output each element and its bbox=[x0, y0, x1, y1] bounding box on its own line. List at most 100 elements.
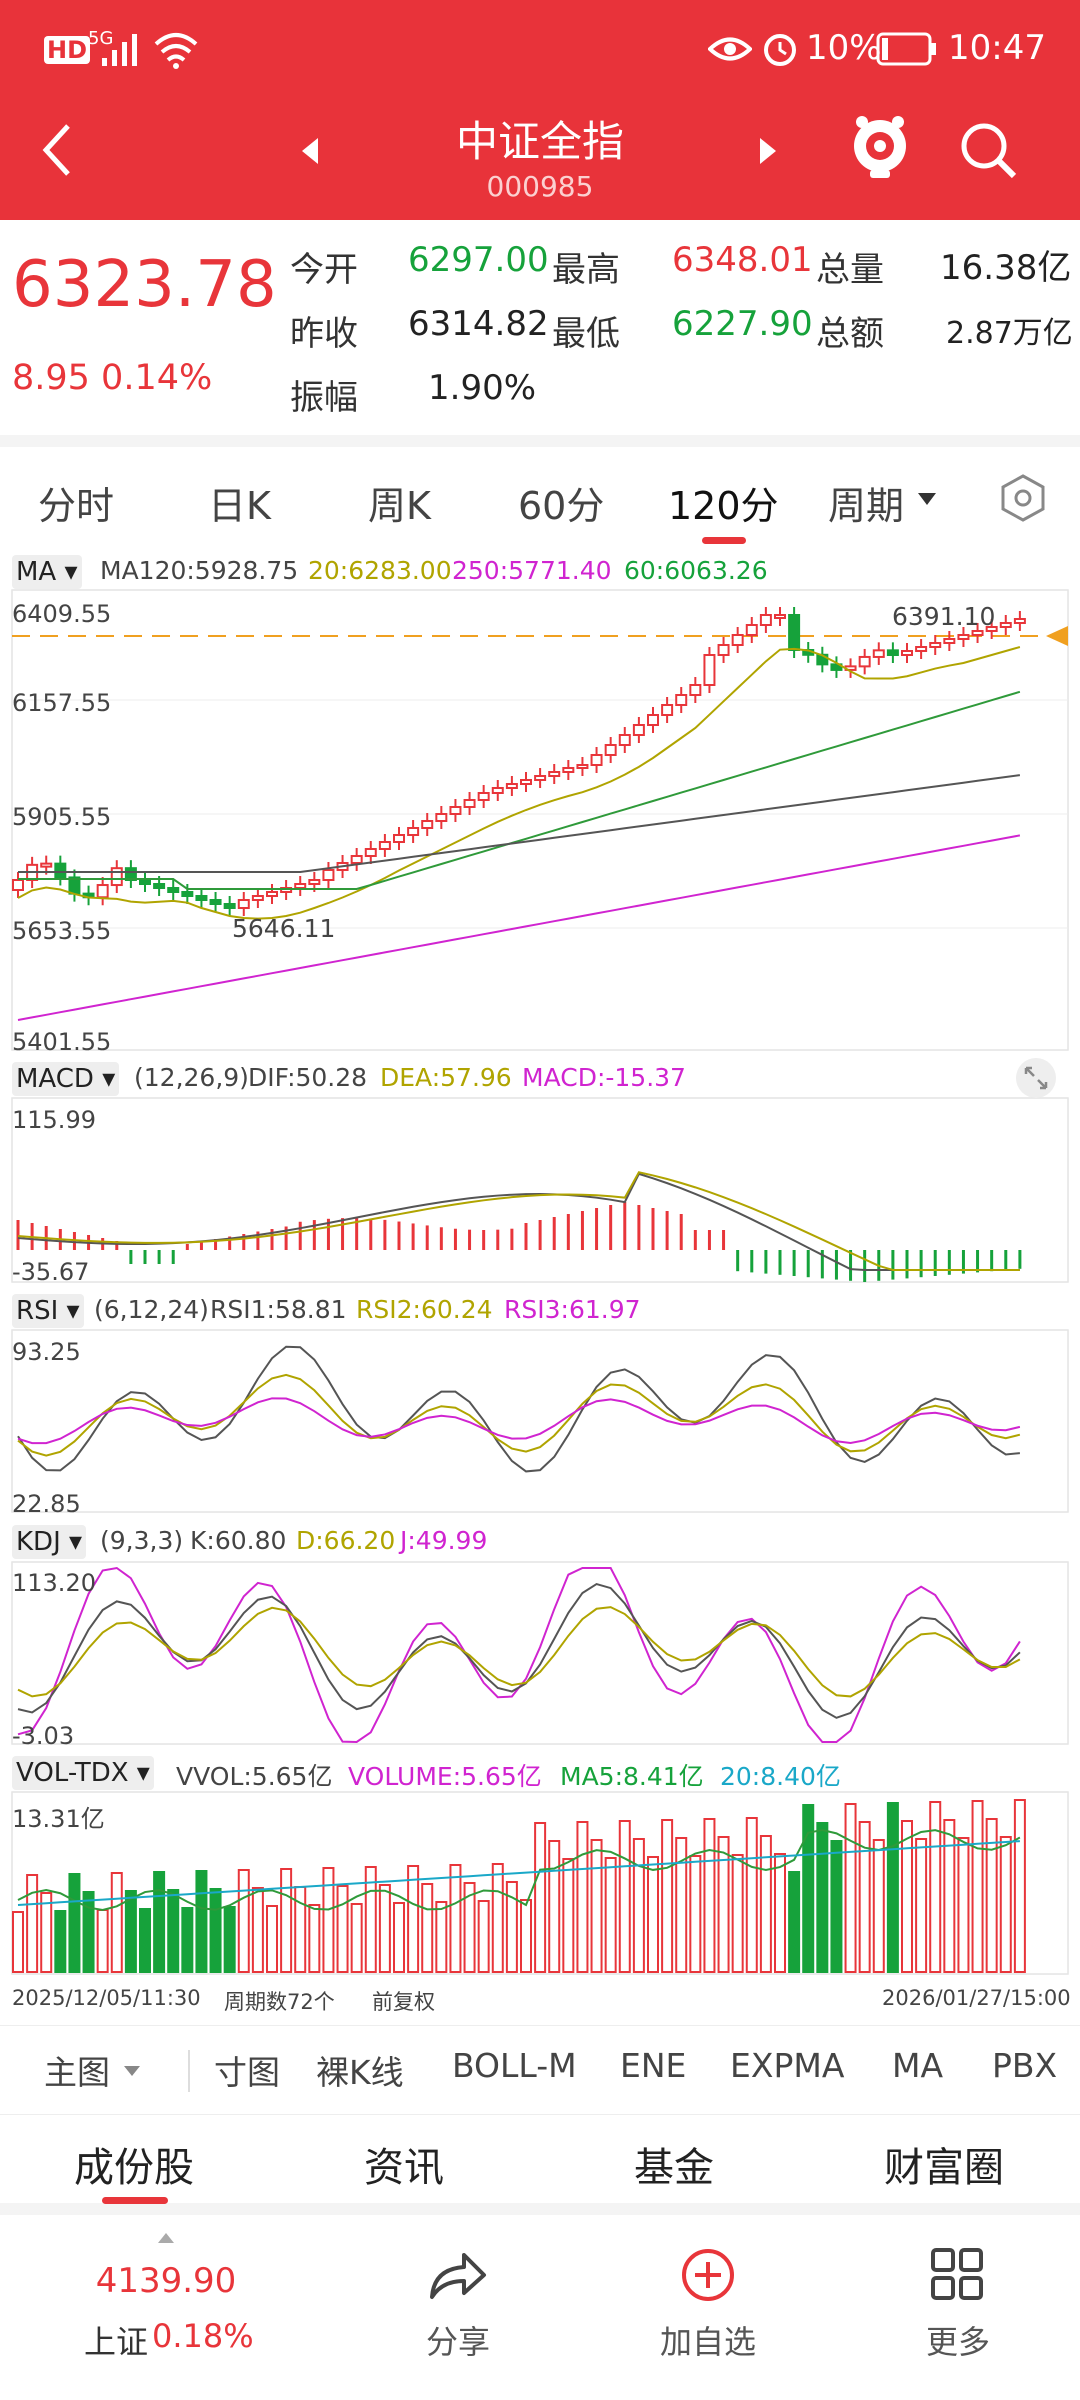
prev-stock-icon[interactable] bbox=[298, 136, 322, 166]
vol-selector[interactable]: VOL-TDX ▾ bbox=[12, 1756, 154, 1790]
tab-daily-k[interactable]: 日K bbox=[208, 484, 271, 528]
tab-timeshare[interactable]: 分时 bbox=[38, 484, 115, 528]
rsi-params: (6,12,24) bbox=[94, 1295, 209, 1324]
candle-body bbox=[251, 895, 264, 901]
rsi3-value: RSI3:61.97 bbox=[504, 1295, 641, 1324]
volume-bar bbox=[153, 1871, 166, 1973]
indicator-main[interactable]: 主图 bbox=[44, 2053, 110, 2092]
candle-body bbox=[915, 646, 928, 652]
expand-icon[interactable] bbox=[1014, 1056, 1058, 1100]
candle-body bbox=[393, 834, 405, 843]
add-watchlist-button[interactable]: 加自选 bbox=[659, 2323, 756, 2361]
rsi-y-top: 93.25 bbox=[12, 1338, 81, 1366]
candle-body bbox=[971, 630, 984, 636]
candle-body bbox=[576, 764, 589, 769]
add-watchlist-icon[interactable] bbox=[680, 2247, 736, 2303]
share-button[interactable]: 分享 bbox=[425, 2323, 490, 2361]
rsi-y-bottom: 22.85 bbox=[12, 1490, 81, 1518]
candle-body bbox=[153, 883, 166, 889]
volume-bar bbox=[774, 1853, 786, 1973]
indicator-boll[interactable]: BOLL-M bbox=[452, 2046, 577, 2085]
search-icon[interactable] bbox=[956, 118, 1020, 182]
tab-period[interactable]: 周期 bbox=[828, 484, 905, 528]
k-value: K:60.80 bbox=[190, 1526, 287, 1555]
index-value[interactable]: 4139.90 bbox=[95, 2261, 237, 2301]
back-icon[interactable] bbox=[38, 120, 78, 180]
volume-bar bbox=[393, 1902, 405, 1973]
wifi-icon bbox=[154, 33, 198, 69]
candle-body bbox=[54, 862, 67, 879]
battery-percent: 10% bbox=[806, 28, 882, 68]
tab-60min[interactable]: 60分 bbox=[518, 484, 605, 528]
candle-body bbox=[407, 827, 420, 836]
volume-bar bbox=[844, 1803, 857, 1973]
tab-funds[interactable]: 基金 bbox=[634, 2145, 714, 2191]
tab-constituents[interactable]: 成份股 bbox=[74, 2145, 194, 2191]
indicator-naked-k[interactable]: 裸K线 bbox=[316, 2053, 404, 2092]
settings-hexagon-icon[interactable] bbox=[998, 473, 1048, 523]
indicator-ma[interactable]: MA bbox=[892, 2046, 944, 2085]
candle-body bbox=[886, 649, 899, 656]
share-icon[interactable] bbox=[428, 2251, 488, 2301]
candle-body bbox=[223, 903, 236, 909]
high-marker: 6391.10 bbox=[892, 602, 996, 631]
dea-value: DEA:57.96 bbox=[380, 1063, 512, 1092]
assistant-icon[interactable] bbox=[848, 112, 912, 184]
macd-selector[interactable]: MACD ▾ bbox=[12, 1062, 120, 1096]
candle-body bbox=[110, 867, 123, 887]
dif-line bbox=[17, 1172, 1020, 1271]
candle-body bbox=[830, 663, 843, 671]
macd-y-top: 115.99 bbox=[12, 1106, 96, 1134]
amount-value: 2.87万亿 bbox=[946, 316, 1073, 351]
volume-bar bbox=[322, 1867, 335, 1973]
ma-selector[interactable]: MA ▾ bbox=[12, 555, 82, 589]
indicator-ene[interactable]: ENE bbox=[620, 2046, 687, 2085]
battery-icon bbox=[876, 32, 936, 66]
amplitude-label: 振幅 bbox=[290, 378, 358, 418]
section-tabs: 成份股 资讯 基金 财富圈 bbox=[0, 2115, 1080, 2215]
indicator-expma[interactable]: EXPMA bbox=[730, 2046, 845, 2085]
tab-weekly-k[interactable]: 周K bbox=[368, 484, 431, 528]
candle-body bbox=[308, 879, 321, 885]
kline-chart[interactable] bbox=[0, 545, 1080, 2025]
eye-icon bbox=[708, 37, 752, 61]
indicator-inch[interactable]: 寸图 bbox=[214, 2053, 280, 2092]
kdj-y-top: 113.20 bbox=[12, 1569, 96, 1597]
more-grid-icon[interactable] bbox=[930, 2247, 984, 2301]
volume-bar bbox=[505, 1881, 518, 1973]
candle-body bbox=[463, 799, 476, 808]
more-button[interactable]: 更多 bbox=[925, 2323, 990, 2361]
candle-body bbox=[774, 614, 786, 619]
volume-bar bbox=[407, 1865, 420, 1973]
ma120-line bbox=[18, 774, 1021, 873]
candle-body bbox=[237, 899, 250, 909]
adjust-mode: 前复权 bbox=[372, 1990, 435, 2014]
volume-bar bbox=[124, 1890, 137, 1973]
volume-bar bbox=[421, 1883, 434, 1973]
volume-bar bbox=[251, 1887, 264, 1973]
hd-badge: HD bbox=[44, 36, 91, 64]
next-stock-icon[interactable] bbox=[756, 136, 780, 166]
candle-body bbox=[378, 841, 391, 850]
volume-bar bbox=[139, 1908, 151, 1973]
candle-body bbox=[562, 767, 575, 773]
volume-bar bbox=[477, 1900, 490, 1973]
candle-body bbox=[590, 754, 603, 766]
candle-body bbox=[745, 624, 758, 636]
vol-ma20-value: 20:8.40亿 bbox=[720, 1762, 841, 1791]
volume-bar bbox=[886, 1802, 899, 1973]
low-marker: 5646.11 bbox=[232, 914, 336, 943]
candle-body bbox=[632, 724, 645, 736]
kdj-selector[interactable]: KDJ ▾ bbox=[12, 1525, 87, 1559]
indicator-pbx[interactable]: PBX bbox=[992, 2046, 1058, 2085]
tab-news[interactable]: 资讯 bbox=[364, 2145, 444, 2191]
volume-bar bbox=[759, 1835, 772, 1973]
quote-panel: 6323.78 8.95 0.14% 今开 6297.00 最高 6348.01… bbox=[0, 220, 1080, 435]
ma60-line bbox=[18, 690, 1021, 890]
volume-bar bbox=[830, 1840, 843, 1973]
rsi-selector[interactable]: RSI ▾ bbox=[12, 1294, 84, 1328]
tab-wealth-circle[interactable]: 财富圈 bbox=[884, 2145, 1004, 2191]
volume-bar bbox=[985, 1818, 998, 1973]
amplitude-value: 1.90% bbox=[428, 368, 537, 408]
tab-120min[interactable]: 120分 bbox=[668, 484, 779, 528]
